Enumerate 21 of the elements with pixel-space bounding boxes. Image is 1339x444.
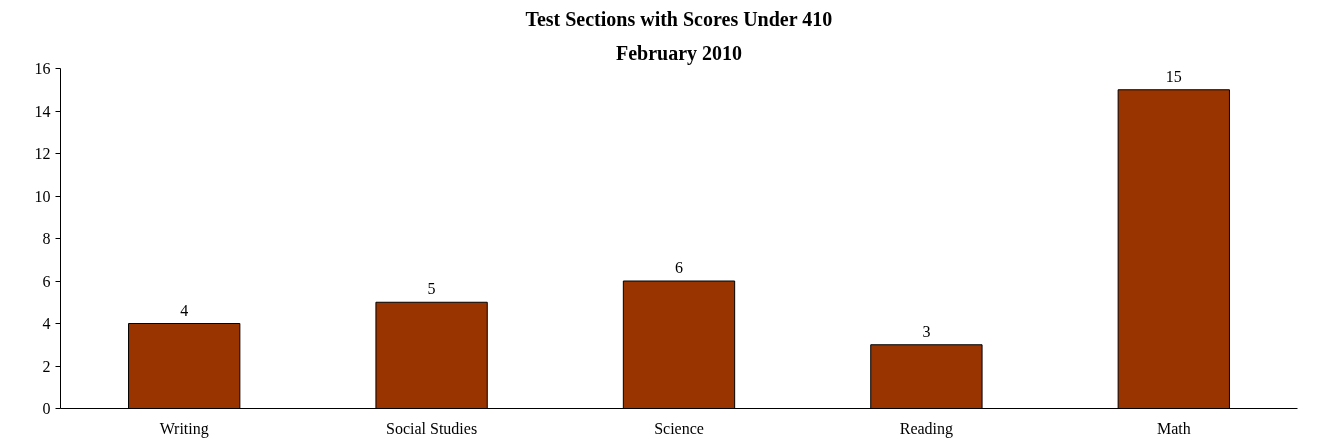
chart-subtitle: February 2010 xyxy=(615,41,743,65)
y-tick-label: 14 xyxy=(34,102,51,120)
chart-title: Test Sections with Scores Under 410 xyxy=(525,7,833,30)
y-tick-label: 0 xyxy=(42,400,51,417)
y-tick-label: 2 xyxy=(42,357,51,375)
data-label: 3 xyxy=(922,322,931,340)
data-label: 5 xyxy=(427,280,436,298)
y-tick-label: 12 xyxy=(34,145,51,162)
x-tick-label: Writing xyxy=(159,419,209,438)
data-label: 6 xyxy=(675,259,683,276)
y-tick-label: 10 xyxy=(34,187,51,205)
x-tick-label: Math xyxy=(1156,419,1191,437)
x-tick-label: Science xyxy=(654,419,704,437)
y-tick-label: 16 xyxy=(34,60,51,77)
data-label: 15 xyxy=(1165,67,1182,85)
x-tick-label: Reading xyxy=(899,419,954,438)
x-tick-label: Social Studies xyxy=(386,419,478,437)
y-tick-label: 6 xyxy=(42,272,51,290)
data-label: 4 xyxy=(180,301,189,319)
y-tick-label: 4 xyxy=(42,315,51,332)
y-tick-label: 8 xyxy=(42,230,51,247)
